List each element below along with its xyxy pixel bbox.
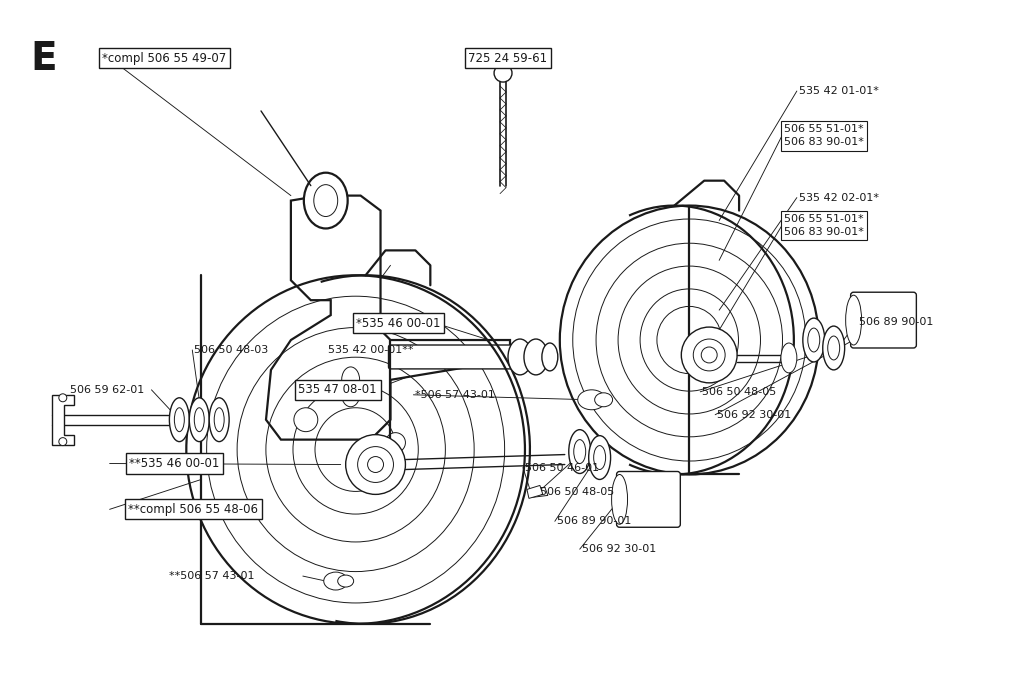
Ellipse shape [313, 184, 338, 216]
Ellipse shape [542, 343, 558, 371]
Ellipse shape [342, 383, 359, 407]
Ellipse shape [681, 327, 737, 383]
Ellipse shape [846, 295, 861, 345]
Ellipse shape [357, 446, 393, 482]
Ellipse shape [209, 398, 229, 442]
Ellipse shape [594, 446, 605, 469]
Text: 506 89 90-01: 506 89 90-01 [557, 516, 631, 527]
Polygon shape [530, 487, 548, 498]
FancyBboxPatch shape [388, 345, 522, 369]
Ellipse shape [169, 398, 189, 442]
Polygon shape [527, 486, 543, 498]
Ellipse shape [368, 457, 384, 473]
Ellipse shape [611, 475, 628, 524]
Ellipse shape [573, 439, 586, 464]
Text: 506 50 48-05: 506 50 48-05 [540, 487, 614, 498]
Ellipse shape [524, 339, 548, 375]
Text: 506 92 30-01: 506 92 30-01 [717, 410, 792, 419]
Text: 535 42 02-01*: 535 42 02-01* [799, 193, 879, 202]
Text: 725 24 59-61: 725 24 59-61 [468, 52, 548, 65]
Text: 506 59 62-01: 506 59 62-01 [70, 385, 144, 395]
Ellipse shape [342, 367, 359, 392]
Text: 535 47 08-01: 535 47 08-01 [298, 384, 377, 397]
Ellipse shape [195, 408, 204, 432]
Text: 535 42 00-01**: 535 42 00-01** [328, 345, 414, 355]
Ellipse shape [385, 433, 406, 453]
Polygon shape [266, 196, 510, 439]
Ellipse shape [589, 435, 610, 480]
Ellipse shape [822, 326, 845, 370]
Ellipse shape [338, 575, 353, 587]
Text: *535 46 00-01: *535 46 00-01 [356, 316, 440, 330]
FancyBboxPatch shape [851, 292, 916, 348]
Ellipse shape [693, 339, 725, 371]
Text: 535 42 01-01*: 535 42 01-01* [799, 86, 879, 96]
Text: 506 92 30-01: 506 92 30-01 [582, 545, 656, 554]
Ellipse shape [781, 343, 797, 373]
Ellipse shape [58, 437, 67, 446]
Text: 506 89 90-01: 506 89 90-01 [858, 317, 933, 327]
Text: 506 50 46-01: 506 50 46-01 [525, 462, 599, 473]
Text: **506 57 43-01: **506 57 43-01 [169, 571, 255, 581]
Ellipse shape [324, 572, 348, 590]
Text: 506 50 48-05: 506 50 48-05 [702, 387, 776, 397]
Text: *506 57 43-01: *506 57 43-01 [416, 390, 496, 400]
Text: **535 46 00-01: **535 46 00-01 [129, 457, 219, 470]
Ellipse shape [568, 430, 591, 473]
Ellipse shape [304, 173, 348, 229]
Ellipse shape [174, 408, 184, 432]
Ellipse shape [508, 339, 531, 375]
Polygon shape [52, 395, 74, 444]
Text: 506 55 51-01*
506 83 90-01*: 506 55 51-01* 506 83 90-01* [784, 214, 864, 237]
Ellipse shape [494, 64, 512, 82]
Text: 506 50 48-03: 506 50 48-03 [195, 345, 268, 355]
Ellipse shape [294, 408, 317, 432]
Ellipse shape [214, 408, 224, 432]
FancyBboxPatch shape [616, 471, 680, 527]
Text: *compl 506 55 49-07: *compl 506 55 49-07 [102, 52, 226, 65]
Text: 506 55 51-01*
506 83 90-01*: 506 55 51-01* 506 83 90-01* [784, 124, 864, 147]
Ellipse shape [808, 328, 820, 352]
Ellipse shape [189, 398, 209, 442]
Text: **compl 506 55 48-06: **compl 506 55 48-06 [128, 503, 258, 516]
Ellipse shape [58, 394, 67, 401]
Ellipse shape [803, 318, 824, 362]
Ellipse shape [578, 390, 605, 410]
Ellipse shape [346, 435, 406, 494]
Ellipse shape [827, 336, 840, 360]
Ellipse shape [595, 392, 612, 407]
Ellipse shape [701, 347, 717, 363]
Text: E: E [31, 40, 57, 78]
